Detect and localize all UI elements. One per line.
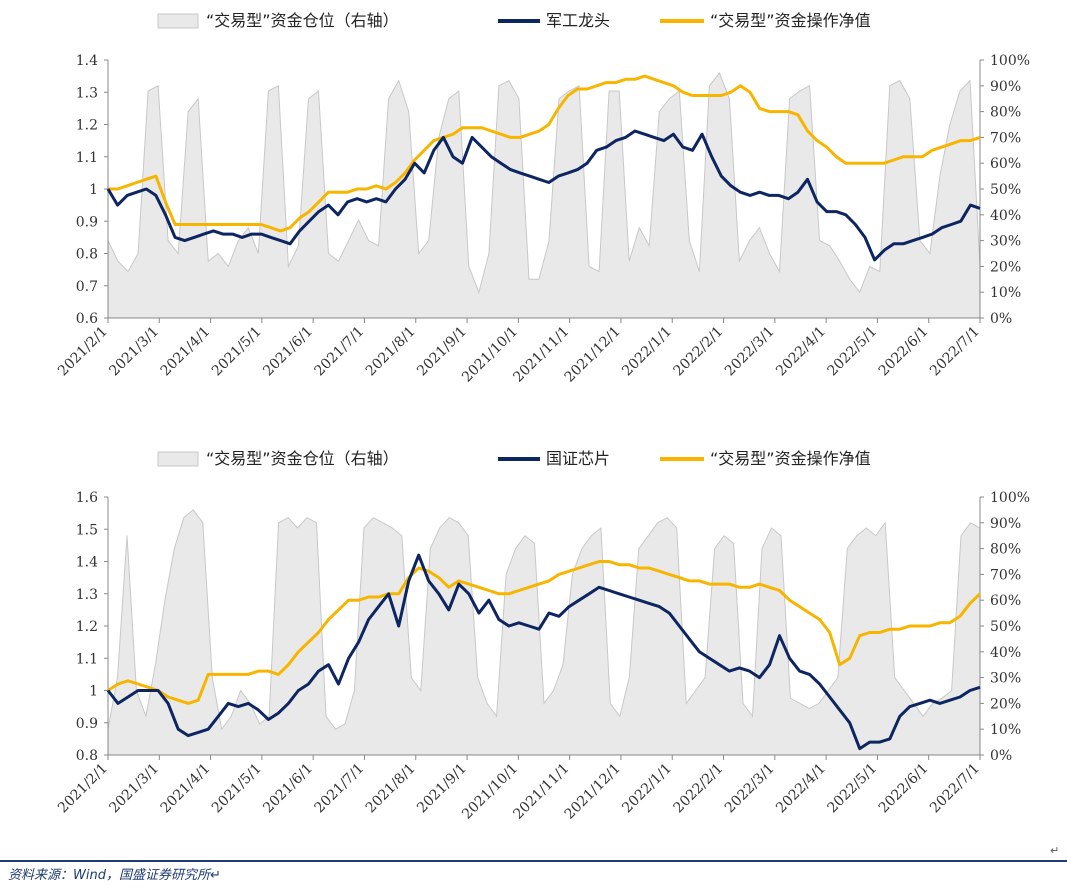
x-tick-label: 2021/5/1 xyxy=(209,761,265,817)
y-tick-label: 1.1 xyxy=(76,651,98,667)
legend-swatch-area xyxy=(157,451,199,467)
legend-label-gold: “交易型”资金操作净值 xyxy=(710,11,871,30)
y-tick-label: 1.3 xyxy=(76,587,98,603)
chart-chip-index: “交易型”资金仓位（右轴） 国证芯片 “交易型”资金操作净值 0.8 0.9 1 1.1 1.… xyxy=(55,449,1030,823)
x-tick-label: 2022/4/1 xyxy=(773,324,829,380)
legend-label-gold: “交易型”资金操作净值 xyxy=(710,449,871,468)
x-tick-label: 2022/2/1 xyxy=(671,324,727,380)
y-tick-label: 1 xyxy=(89,684,98,700)
x-tick-label: 2022/2/1 xyxy=(671,761,727,817)
y-tick-label: 1.4 xyxy=(76,555,98,571)
legend-label-navy: 国证芯片 xyxy=(546,449,610,468)
legend-label-area: “交易型”资金仓位（右轴） xyxy=(206,11,399,30)
chart-military-leaders: “交易型”资金仓位（右轴） 军工龙头 “交易型”资金操作净值 0.6 0.7 0.8 0.9… xyxy=(55,11,1030,386)
x-tick-label: 2021/4/1 xyxy=(158,761,214,817)
y2-tick-label: 50% xyxy=(990,182,1021,198)
y-tick-label: 1.2 xyxy=(76,118,98,134)
y2-tick-label: 60% xyxy=(990,593,1021,609)
y2-tick-label: 70% xyxy=(990,567,1021,583)
y2-tick-label: 20% xyxy=(990,696,1021,712)
y-tick-label: 1 xyxy=(89,182,98,198)
x-tick-label: 2021/12/1 xyxy=(562,324,624,386)
x-tick-label: 2022/5/1 xyxy=(824,324,880,380)
y2-tick-label: 80% xyxy=(990,542,1021,558)
x-tick-label: 2022/1/1 xyxy=(619,324,675,380)
y2-tick-label: 70% xyxy=(990,130,1021,146)
y-tick-label: 1.5 xyxy=(76,522,98,538)
y-tick-label: 0.8 xyxy=(76,247,98,263)
x-tick-label: 2021/4/1 xyxy=(158,324,214,380)
y2-tick-label: 60% xyxy=(990,156,1021,172)
x-tick-label: 2021/12/1 xyxy=(562,761,624,823)
y2-tick-label: 40% xyxy=(990,645,1021,661)
y2-tick-label: 90% xyxy=(990,516,1021,532)
y2-tick-label: 50% xyxy=(990,619,1021,635)
y2-tick-label: 30% xyxy=(990,671,1021,687)
x-tick-label: 2021/5/1 xyxy=(209,324,265,380)
y2-tick-label: 90% xyxy=(990,79,1021,95)
y-tick-label: 0.9 xyxy=(76,716,98,732)
series-line-navy xyxy=(106,129,981,262)
x-tick-label: 2021/3/1 xyxy=(106,761,162,817)
y2-tick-label: 100% xyxy=(990,490,1030,506)
x-tick-label: 2021/8/1 xyxy=(363,324,419,380)
series-line-gold xyxy=(107,560,982,705)
x-tick-label: 2021/6/1 xyxy=(260,761,316,817)
series-line-navy xyxy=(106,553,981,751)
y-tick-label: 1.3 xyxy=(76,85,98,101)
y2-tick-label: 100% xyxy=(990,53,1030,69)
x-tick-label: 2021/8/1 xyxy=(363,761,419,817)
y-tick-label: 0.9 xyxy=(76,214,98,230)
y-tick-label: 0.7 xyxy=(76,279,98,295)
legend-label-area: “交易型”资金仓位（右轴） xyxy=(206,449,399,468)
y-tick-label: 0.6 xyxy=(76,311,98,327)
legend: “交易型”资金仓位（右轴） 军工龙头 “交易型”资金操作净值 xyxy=(157,11,871,30)
legend: “交易型”资金仓位（右轴） 国证芯片 “交易型”资金操作净值 xyxy=(157,449,871,468)
y2-tick-label: 0% xyxy=(990,748,1012,764)
x-tick-label: 2022/6/1 xyxy=(876,324,932,380)
x-tick-label: 2022/7/1 xyxy=(927,324,983,380)
y2-tick-label: 80% xyxy=(990,105,1021,121)
source-divider xyxy=(0,860,1067,862)
y2-tick-label: 10% xyxy=(990,722,1021,738)
x-tick-label: 2022/7/1 xyxy=(927,761,983,817)
x-tick-label: 2022/3/1 xyxy=(722,761,778,817)
y2-tick-label: 0% xyxy=(990,311,1012,327)
x-tick-label: 2022/3/1 xyxy=(722,324,778,380)
series-line-gold xyxy=(108,74,981,233)
y-tick-label: 0.8 xyxy=(76,748,98,764)
y2-tick-label: 30% xyxy=(990,234,1021,250)
x-tick-label: 2022/1/1 xyxy=(619,761,675,817)
x-tick-label: 2021/6/1 xyxy=(260,324,316,380)
y2-tick-label: 20% xyxy=(990,259,1021,275)
legend-label-navy: 军工龙头 xyxy=(546,11,610,30)
x-tick-label: 2021/3/1 xyxy=(106,324,162,380)
legend-swatch-area xyxy=(157,13,199,29)
series-area-position xyxy=(107,71,981,319)
y2-tick-label: 40% xyxy=(990,208,1021,224)
y-tick-label: 1.4 xyxy=(76,53,98,69)
y-tick-label: 1.6 xyxy=(76,490,98,506)
x-tick-label: 2021/2/1 xyxy=(55,761,111,817)
y-tick-label: 1.1 xyxy=(76,150,98,166)
source-note: 资料来源：Wind，国盛证券研究所↵ xyxy=(8,868,221,883)
y2-tick-label: 10% xyxy=(990,285,1021,301)
x-tick-label: 2022/4/1 xyxy=(773,761,829,817)
x-tick-label: 2021/7/1 xyxy=(312,761,368,817)
x-tick-label: 2021/2/1 xyxy=(55,324,111,380)
paragraph-mark: ↵ xyxy=(1050,844,1060,857)
x-tick-label: 2021/7/1 xyxy=(312,324,368,380)
y-tick-label: 1.2 xyxy=(76,619,98,635)
x-tick-label: 2022/5/1 xyxy=(824,761,880,817)
series-area-position xyxy=(107,509,981,756)
x-tick-label: 2022/6/1 xyxy=(876,761,932,817)
